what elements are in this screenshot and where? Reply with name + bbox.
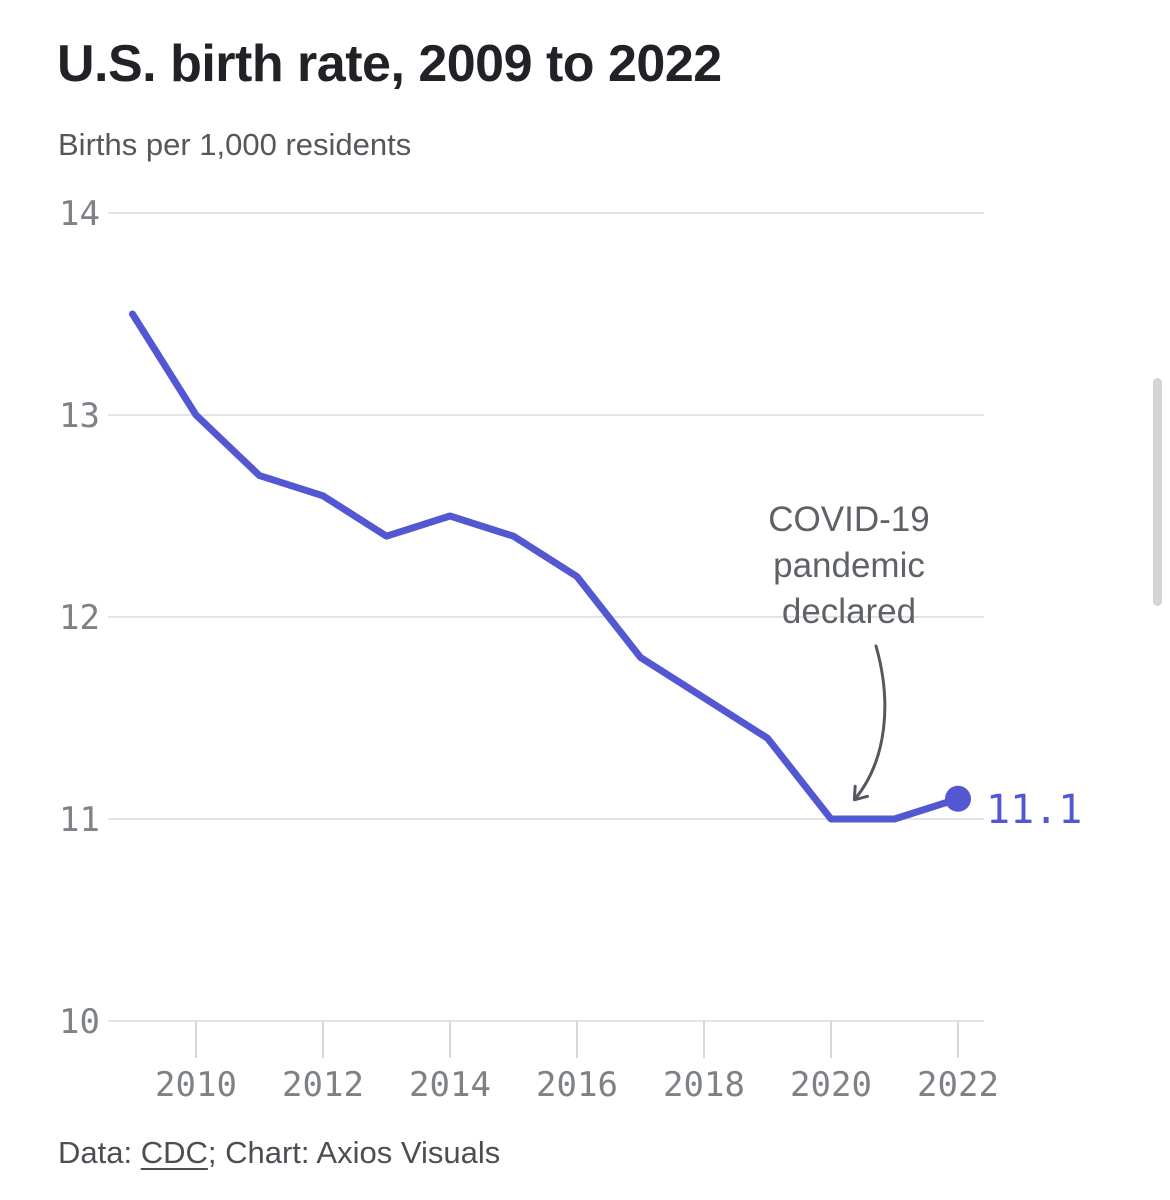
x-tick-label: 2010	[155, 1065, 237, 1105]
x-tick-label: 2018	[663, 1065, 745, 1105]
y-tick-label: 12	[59, 598, 100, 638]
trend-line	[129, 310, 962, 823]
end-value-label: 11.1	[986, 787, 1082, 833]
x-tick-label: 2022	[917, 1065, 999, 1105]
end-point-dot	[945, 785, 971, 812]
y-tick-label: 10	[59, 1002, 100, 1042]
x-tick-label: 2012	[282, 1065, 364, 1105]
y-tick-label: 14	[59, 194, 100, 234]
x-tick-label: 2020	[790, 1065, 872, 1105]
chart-title: U.S. birth rate, 2009 to 2022	[57, 35, 722, 93]
credit-suffix: ; Chart: Axios Visuals	[207, 1135, 501, 1170]
source-link-cdc[interactable]: CDC	[140, 1135, 208, 1170]
covid-annotation: COVID-19 pandemic declared	[768, 500, 930, 631]
x-axis: 2010 2012 2014 2016 2018 2020 2022	[155, 1021, 999, 1105]
y-axis-labels: 10 11 12 13 14	[59, 194, 100, 1042]
source-prefix: Data:	[58, 1135, 141, 1170]
x-tick-label: 2016	[536, 1065, 618, 1105]
y-tick-label: 11	[59, 800, 100, 840]
scrollbar-thumb[interactable]	[1153, 378, 1162, 606]
annotation-arrow	[852, 644, 887, 802]
x-tick-label: 2014	[409, 1065, 491, 1105]
chart-subtitle: Births per 1,000 residents	[58, 127, 412, 162]
source-credit: Data: CDC; Chart: Axios Visuals	[58, 1135, 500, 1171]
y-tick-label: 13	[59, 396, 100, 436]
